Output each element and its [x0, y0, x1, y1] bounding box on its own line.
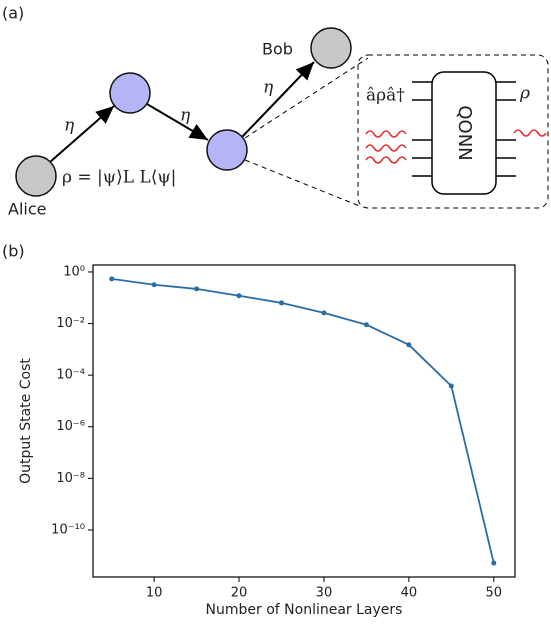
x-tick-label: 50: [485, 586, 502, 601]
qonn-label: QONN: [454, 105, 475, 160]
panel-label: (b): [2, 242, 25, 261]
data-point: [109, 276, 115, 282]
arrow: [146, 103, 209, 141]
y-tick-label: 10⁰: [63, 264, 85, 279]
x-tick-label: 30: [316, 586, 333, 601]
panel-label: (a): [2, 4, 24, 23]
y-tick-label: 10⁻²: [56, 316, 85, 331]
data-point: [236, 293, 242, 299]
x-tick-label: 40: [401, 586, 418, 601]
zoom-line: [244, 159, 363, 208]
data-point: [406, 342, 412, 348]
x-tick-label: 20: [231, 586, 248, 601]
data-point: [363, 322, 369, 328]
zoom-line: [244, 57, 369, 139]
wavepackets: [365, 129, 547, 164]
y-tick-label: 10⁻⁸: [56, 471, 85, 486]
channel-label: η: [180, 106, 191, 126]
y-tick-label: 10⁻¹⁰: [51, 522, 85, 537]
node-label: Bob: [262, 40, 293, 59]
y-tick-label: 10⁻⁶: [56, 419, 85, 434]
data-point: [321, 310, 327, 316]
node: [109, 72, 151, 114]
node: [15, 155, 57, 197]
zoom-box: [357, 54, 549, 209]
data-point: [448, 383, 454, 389]
channel-label: η: [64, 116, 75, 136]
qonn-box: [431, 71, 497, 195]
x-tick-label: 10: [146, 586, 163, 601]
node: [310, 27, 352, 69]
y-axis-label: Output State Cost: [18, 358, 34, 484]
node: [206, 129, 248, 171]
data-point: [491, 560, 497, 566]
x-axis-label: Number of Nonlinear Layers: [206, 602, 403, 618]
data-line: [111, 277, 495, 564]
state-label: ρ = |ψ⟩L L⟨ψ|: [62, 168, 176, 188]
input-label: âρâ†: [366, 86, 405, 106]
arrow: [241, 61, 315, 138]
arrow: [49, 105, 115, 163]
output-label: ρ: [519, 84, 530, 104]
wires: [412, 81, 516, 177]
plot-frame: [92, 264, 516, 578]
data-point: [278, 300, 284, 306]
y-tick-label: 10⁻⁴: [56, 368, 85, 383]
channel-label: η: [263, 78, 274, 98]
data-point: [194, 286, 200, 292]
data-point: [151, 282, 157, 288]
node-label: Alice: [8, 200, 46, 219]
